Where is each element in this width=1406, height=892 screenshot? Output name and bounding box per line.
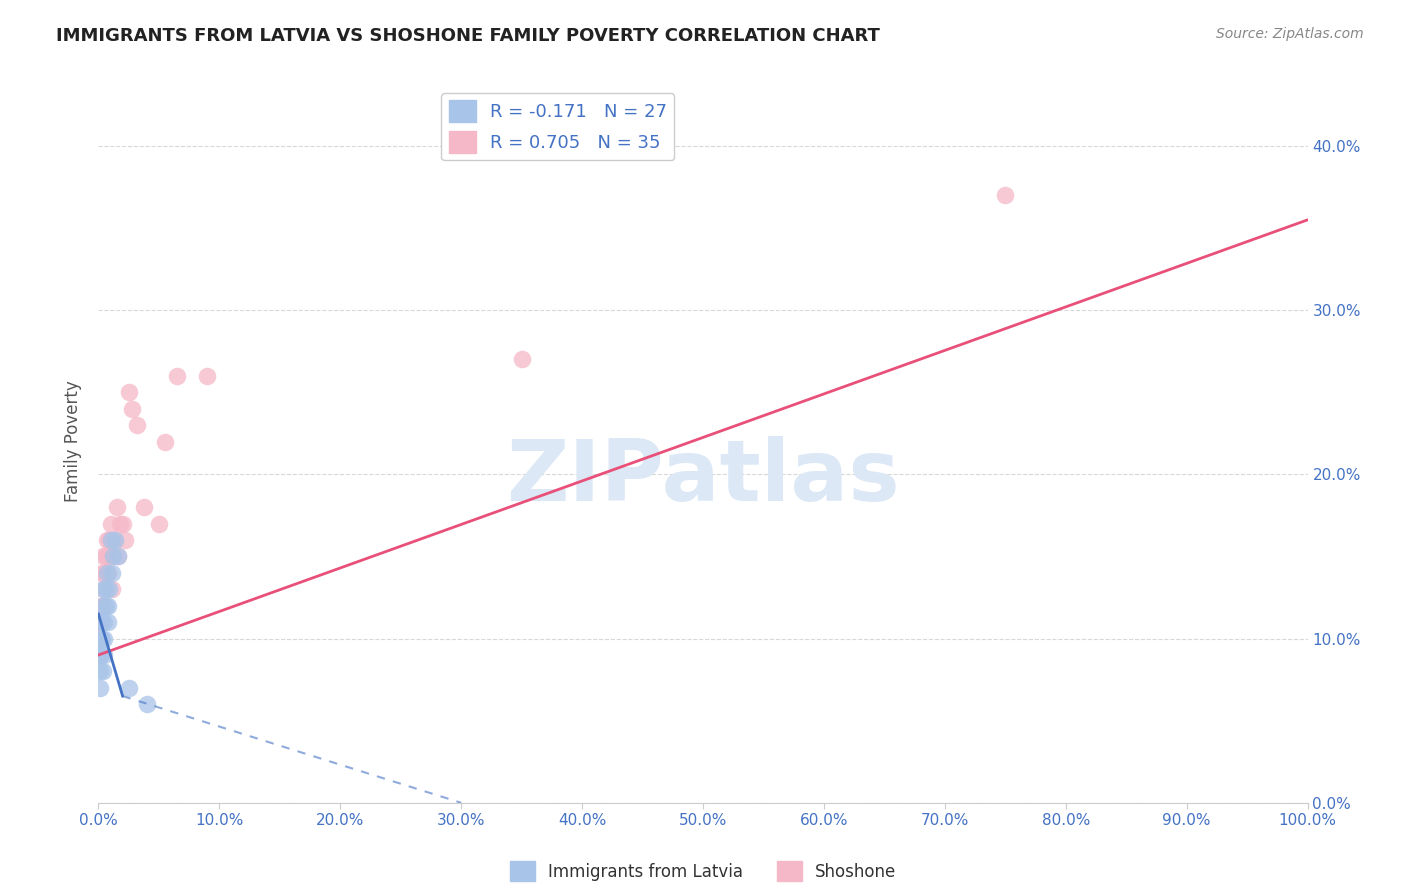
Point [93, 582, 115, 597]
Point [91, 665, 114, 679]
Point [91, 599, 114, 613]
Point [107, 549, 129, 564]
Point [994, 188, 1017, 202]
Point [166, 368, 188, 383]
Point [93, 599, 115, 613]
Point [93, 615, 115, 630]
Point [93, 632, 115, 646]
Y-axis label: Family Poverty: Family Poverty [65, 381, 83, 502]
Point [94, 582, 117, 597]
Point [114, 533, 136, 547]
Legend: Immigrants from Latvia, Shoshone: Immigrants from Latvia, Shoshone [503, 855, 903, 888]
Point [127, 418, 149, 433]
Point [195, 368, 218, 383]
Point [90, 599, 112, 613]
Point [90, 615, 112, 630]
Point [91, 632, 114, 646]
Text: Source: ZipAtlas.com: Source: ZipAtlas.com [1216, 27, 1364, 41]
Point [510, 352, 533, 367]
Point [91, 582, 114, 597]
Point [89, 632, 111, 646]
Point [100, 533, 122, 547]
Point [103, 533, 125, 547]
Point [91, 615, 114, 630]
Point [97, 566, 120, 580]
Point [94, 549, 117, 564]
Point [89, 615, 111, 630]
Point [111, 516, 134, 531]
Point [104, 533, 127, 547]
Point [96, 533, 118, 547]
Point [148, 516, 170, 531]
Point [96, 566, 118, 580]
Point [94, 599, 117, 613]
Point [89, 615, 111, 630]
Point [101, 549, 124, 564]
Point [118, 681, 141, 695]
Point [118, 385, 141, 400]
Point [89, 681, 111, 695]
Point [135, 698, 157, 712]
Point [90, 632, 112, 646]
Point [98, 533, 121, 547]
Point [97, 599, 120, 613]
Point [96, 566, 118, 580]
Text: IMMIGRANTS FROM LATVIA VS SHOSHONE FAMILY POVERTY CORRELATION CHART: IMMIGRANTS FROM LATVIA VS SHOSHONE FAMIL… [56, 27, 880, 45]
Point [89, 648, 111, 662]
Text: ZIPatlas: ZIPatlas [506, 436, 900, 519]
Point [134, 500, 156, 515]
Point [97, 549, 120, 564]
Point [105, 500, 128, 515]
Point [100, 566, 122, 580]
Point [100, 582, 122, 597]
Point [153, 434, 176, 449]
Point [121, 401, 143, 416]
Point [89, 665, 111, 679]
Point [108, 516, 131, 531]
Point [101, 549, 124, 564]
Point [97, 615, 120, 630]
Point [91, 566, 114, 580]
Point [98, 582, 121, 597]
Point [93, 648, 115, 662]
Point [91, 566, 114, 580]
Point [107, 549, 129, 564]
Point [91, 599, 114, 613]
Point [90, 648, 112, 662]
Point [100, 516, 122, 531]
Point [91, 549, 114, 564]
